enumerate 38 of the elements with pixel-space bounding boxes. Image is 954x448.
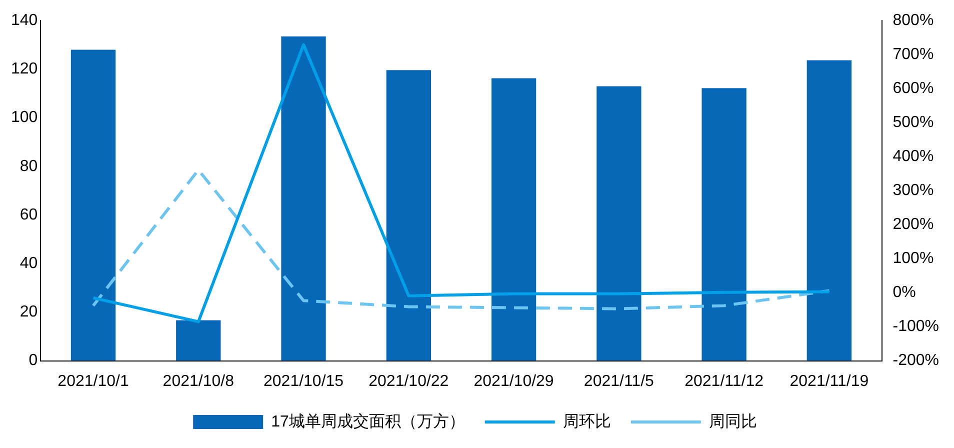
x-tick-label: 2021/10/29 [474,372,554,390]
legend-label: 周环比 [562,412,611,430]
y-tick-label: 80 [20,158,38,175]
bar [806,60,852,361]
bar [702,88,746,361]
x-tick-label: 2021/10/15 [263,372,344,390]
x-tick-label: 2021/11/19 [790,372,869,390]
bar [281,36,326,361]
bar [70,50,116,361]
y2-tick-label: 400% [892,148,934,166]
y2-tick-label: 300% [892,182,934,200]
y-tick-label: 120 [10,60,38,78]
y-tick-label: 60 [20,206,38,224]
y-tick-label: 20 [20,304,38,321]
y2-tick-label: 0% [892,284,916,302]
y2-tick-label: 100% [892,250,934,268]
y2-tick-label: 800% [892,12,934,30]
y2-tick-label: 200% [892,216,934,234]
y-tick-label: 0 [28,352,38,370]
y2-tick-label: 500% [892,114,934,132]
y2-tick-label: -200% [892,352,939,370]
bar [386,70,431,361]
bar [176,320,221,361]
y2-tick-label: -100% [892,318,939,336]
x-tick-label: 2021/10/8 [162,372,234,390]
legend-label: 周同比 [708,412,757,430]
x-tick-label: 2021/11/12 [684,372,764,390]
y2-tick-label: 600% [892,80,934,98]
bar [596,86,642,361]
x-tick-label: 2021/11/5 [584,372,654,390]
y-tick-label: 140 [10,12,38,30]
bar [491,78,536,361]
x-tick-label: 2021/10/22 [368,372,449,390]
x-tick-label: 2021/10/1 [58,372,129,390]
y2-tick-label: 700% [892,46,934,64]
y-tick-label: 40 [20,255,38,272]
y-tick-label: 100 [10,109,38,126]
legend-label: 17城单周成交面积（万方） [271,412,465,430]
